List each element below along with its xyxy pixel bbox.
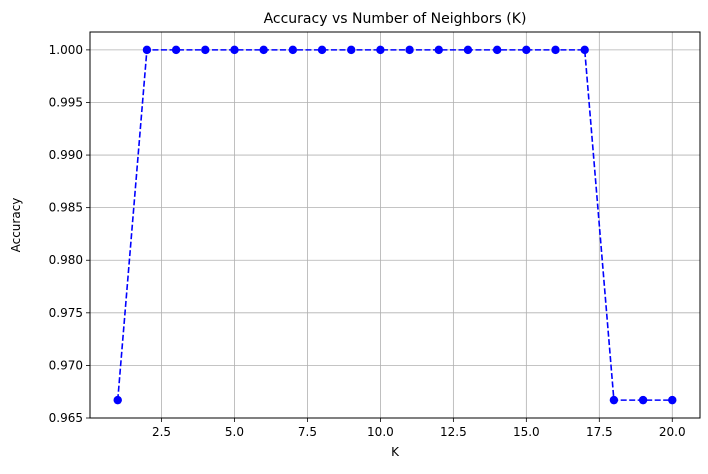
data-point xyxy=(551,45,560,55)
x-tick-label: 17.5 xyxy=(586,425,613,439)
x-tick-label: 2.5 xyxy=(152,425,171,439)
x-tick-label: 12.5 xyxy=(440,425,467,439)
y-tick-label: 0.995 xyxy=(49,95,83,109)
data-point xyxy=(317,45,327,55)
data-point xyxy=(492,45,502,55)
data-point xyxy=(142,45,152,55)
x-tick-label: 15.0 xyxy=(513,425,540,439)
data-point xyxy=(201,45,210,55)
data-point xyxy=(230,45,239,55)
data-point xyxy=(580,45,589,55)
y-tick-label: 0.970 xyxy=(49,358,83,372)
data-point xyxy=(434,45,443,55)
series-layer xyxy=(113,45,677,405)
y-tick-label: 1.000 xyxy=(49,43,83,57)
series-line xyxy=(116,49,673,401)
data-point xyxy=(668,395,677,405)
data-point xyxy=(522,45,531,55)
axis-ticks: 2.5 5.0 7.5 10.0 12.5 15.0 17.5 20.0 0.965 0.970 0… xyxy=(49,43,686,439)
x-tick-label: 5.0 xyxy=(225,425,244,439)
data-point xyxy=(638,395,648,405)
x-axis-label: K xyxy=(391,445,400,459)
y-tick-label: 0.990 xyxy=(49,148,83,162)
data-point xyxy=(405,45,414,55)
x-tick-label: 20.0 xyxy=(659,425,686,439)
chart-title: Accuracy vs Number of Neighbors (K) xyxy=(264,11,527,27)
data-point xyxy=(288,45,298,55)
y-tick-label: 0.985 xyxy=(49,201,83,215)
data-point xyxy=(347,45,356,55)
data-point xyxy=(113,395,122,405)
data-point xyxy=(259,45,268,55)
y-axis-label: Accuracy xyxy=(9,198,23,253)
y-tick-label: 0.980 xyxy=(49,253,83,267)
data-point xyxy=(171,45,181,55)
y-tick-label: 0.965 xyxy=(49,411,83,425)
x-tick-label: 10.0 xyxy=(367,425,394,439)
plot-frame xyxy=(89,31,701,419)
y-tick-label: 0.975 xyxy=(49,306,83,320)
data-point xyxy=(376,45,385,55)
data-point xyxy=(463,45,473,55)
x-tick-label: 7.5 xyxy=(298,425,317,439)
data-point xyxy=(609,395,619,405)
